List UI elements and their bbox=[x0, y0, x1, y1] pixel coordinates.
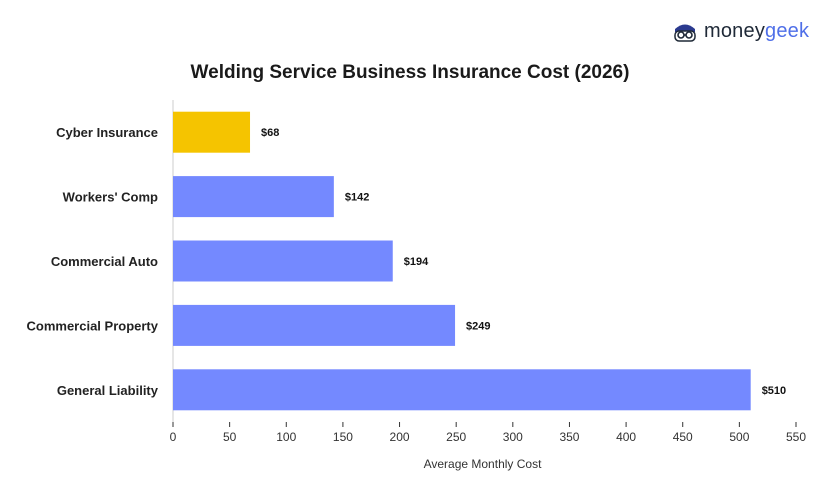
x-tick-label-7: 350 bbox=[559, 430, 579, 444]
x-tick-label-9: 450 bbox=[673, 430, 693, 444]
x-tick-label-6: 300 bbox=[503, 430, 523, 444]
value-label-3: $249 bbox=[466, 320, 490, 332]
value-label-4: $510 bbox=[762, 385, 786, 397]
x-tick-label-0: 0 bbox=[170, 430, 177, 444]
category-label-4: General Liability bbox=[57, 383, 159, 398]
moneygeek-logo: moneygeek bbox=[672, 20, 809, 43]
value-label-2: $194 bbox=[404, 256, 429, 268]
bar-3 bbox=[173, 304, 456, 346]
category-label-3: Commercial Property bbox=[27, 318, 159, 333]
x-tick-label-11: 550 bbox=[786, 430, 806, 444]
bar-2 bbox=[173, 240, 393, 282]
logo-geek-text: geek bbox=[765, 20, 810, 42]
value-label-1: $142 bbox=[345, 192, 369, 204]
x-tick-label-2: 100 bbox=[276, 430, 296, 444]
x-tick-label-4: 200 bbox=[390, 430, 410, 444]
x-tick-label-3: 150 bbox=[333, 430, 353, 444]
category-label-2: Commercial Auto bbox=[51, 254, 158, 269]
x-tick-label-5: 250 bbox=[446, 430, 466, 444]
category-label-1: Workers' Comp bbox=[63, 190, 158, 205]
bar-0 bbox=[173, 111, 251, 153]
x-tick-label-8: 400 bbox=[616, 430, 636, 444]
logo-wordmark: moneygeek bbox=[704, 20, 809, 43]
category-label-0: Cyber Insurance bbox=[56, 125, 158, 140]
x-axis-title: Average Monthly Cost bbox=[424, 457, 543, 471]
x-tick-label-10: 500 bbox=[729, 430, 749, 444]
geek-face-icon bbox=[674, 24, 696, 42]
bar-4 bbox=[173, 369, 751, 411]
bar-1 bbox=[173, 176, 334, 218]
x-tick-label-1: 50 bbox=[223, 430, 237, 444]
chart-title: Welding Service Business Insurance Cost … bbox=[190, 62, 630, 83]
value-label-0: $68 bbox=[261, 127, 279, 139]
logo-money-text: money bbox=[704, 20, 766, 42]
